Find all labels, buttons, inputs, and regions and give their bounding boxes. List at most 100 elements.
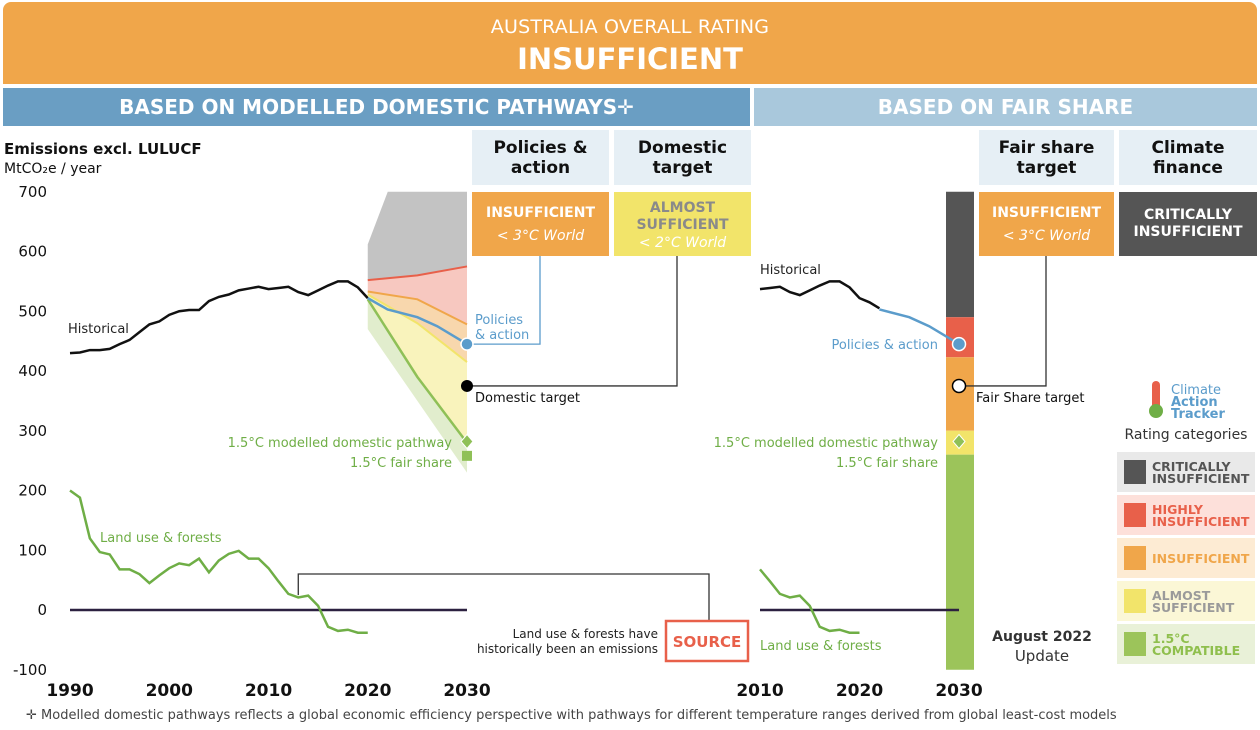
- source-box: [664, 619, 750, 663]
- legend-label: SUFFICIENT: [1152, 600, 1235, 615]
- section-fair-share: BASED ON FAIR SHARE: [754, 88, 1257, 126]
- line-land-use-left: [69, 489, 368, 634]
- column-header-fairshare: Fair share target: [979, 130, 1114, 185]
- brand-tracker: Tracker: [1171, 407, 1225, 422]
- footnote: ✛ Modelled domestic pathways reflects a …: [26, 708, 1117, 723]
- line-modelled-pathway: [366, 298, 468, 444]
- y-tick-label: 600: [18, 243, 47, 261]
- update-date: August 2022: [992, 629, 1092, 645]
- y-tick-label: 700: [18, 183, 47, 201]
- line-highly-insufficient: [367, 265, 468, 282]
- label-domestic-target: Domestic target: [475, 391, 580, 406]
- brand-action: Action: [1171, 395, 1218, 410]
- legend-label: INSUFFICIENT: [1152, 514, 1250, 529]
- thermometer-bulb-icon: [1149, 404, 1163, 418]
- marker-fair-share-left: [462, 450, 472, 461]
- label-historical-right: Historical: [760, 263, 821, 278]
- label-land-use-right: Land use & forests: [760, 639, 882, 654]
- marker-policies-right: [951, 336, 967, 352]
- x-tick-label: 2010: [245, 681, 292, 701]
- update-label: Update: [1015, 647, 1069, 665]
- label-policies-left-2: & action: [475, 328, 529, 343]
- rating-domestic-label: ALMOST SUFFICIENT: [636, 200, 729, 233]
- marker-policies-left: [460, 337, 474, 351]
- chart-ylabel: MtCO₂e / year: [4, 161, 102, 177]
- rating-policies: INSUFFICIENT < 3°C World: [472, 192, 609, 256]
- connector-fair-share: [959, 256, 1047, 387]
- y-tick-label: 400: [18, 362, 47, 380]
- x-tick-label: 2000: [146, 681, 193, 701]
- legend-label: HIGHLY: [1152, 502, 1204, 517]
- x-tick-label: 2020: [836, 681, 883, 701]
- legend-title: Rating categories: [1125, 427, 1248, 443]
- legend-label: INSUFFICIENT: [1152, 551, 1250, 566]
- y-tick-label: 200: [18, 482, 47, 500]
- legend-swatch: [1124, 460, 1146, 484]
- legend-swatch: [1124, 546, 1146, 570]
- legend-label: 1.5°C: [1152, 631, 1190, 646]
- label-modelled-pathway-left: 1.5°C modelled domestic pathway: [228, 436, 453, 451]
- marker-modelled-pathway-left: [460, 433, 474, 450]
- line-land-use-right: [759, 568, 860, 634]
- y-tick-label: 500: [18, 302, 47, 320]
- rating-finance: CRITICALLY INSUFFICIENT: [1119, 192, 1257, 256]
- column-header-finance: Climate finance: [1119, 130, 1257, 185]
- rating-fairshare-world: < 3°C World: [1002, 228, 1091, 244]
- legend-label: COMPATIBLE: [1152, 643, 1240, 658]
- fan-almost-sufficient: [367, 294, 467, 443]
- column-header-policies-label: Policies & action: [493, 137, 588, 178]
- line-historical-right: [759, 280, 881, 310]
- column-header-domestic-label: Domestic target: [637, 137, 728, 178]
- label-land-use-left: Land use & forests: [100, 531, 222, 546]
- rating-domestic-world: < 2°C World: [638, 235, 727, 251]
- connector-source: [297, 573, 710, 621]
- y-tick-label: -100: [13, 661, 47, 679]
- fan-critically-insufficient: [367, 191, 467, 281]
- line-historical-left: [69, 280, 369, 355]
- marker-domestic-target: [461, 379, 473, 392]
- label-source-note-1: Land use & forests have: [513, 627, 658, 641]
- x-tick-label: 2010: [736, 681, 783, 701]
- cat-logo: Climate Action Tracker: [1149, 381, 1225, 422]
- section-modelled-pathways: BASED ON MODELLED DOMESTIC PATHWAYS✛: [3, 88, 750, 126]
- rating-fairshare-label: INSUFFICIENT: [991, 205, 1102, 221]
- column-header-policies: Policies & action: [472, 130, 609, 185]
- column-header-finance-label: Climate finance: [1151, 137, 1225, 178]
- rating-band: [946, 191, 974, 318]
- connector-policies: [467, 256, 541, 345]
- thermometer-icon: [1152, 381, 1160, 411]
- legend-swatch: [1124, 632, 1146, 656]
- rating-fairshare: INSUFFICIENT < 3°C World: [979, 192, 1114, 256]
- rating-policies-label: INSUFFICIENT: [485, 205, 596, 221]
- label-source-note-2: historically been an emissions: [477, 642, 658, 656]
- fan-highly-insufficient: [367, 266, 467, 325]
- rating-finance-label: CRITICALLY INSUFFICIENT: [1133, 207, 1243, 240]
- x-tick-label: 2030: [443, 681, 490, 701]
- y-tick-label: 0: [37, 601, 47, 619]
- label-policies-right: Policies & action: [831, 338, 938, 353]
- line-policies-right: [879, 308, 960, 346]
- brand-climate: Climate: [1171, 383, 1221, 398]
- legend-swatch: [1124, 589, 1146, 613]
- legend-label: ALMOST: [1152, 588, 1211, 603]
- label-fair-share-target: Fair Share target: [976, 391, 1085, 406]
- overall-rating-subtitle: AUSTRALIA OVERALL RATING: [490, 16, 770, 38]
- line-policies-left: [367, 297, 468, 346]
- y-tick-label: 300: [18, 422, 47, 440]
- y-tick-label: 100: [18, 541, 47, 559]
- label-historical-left: Historical: [68, 322, 129, 337]
- rating-domestic: ALMOST SUFFICIENT < 2°C World: [614, 192, 751, 256]
- x-tick-label: 1990: [46, 681, 93, 701]
- chart-title: Emissions excl. LULUCF: [4, 140, 202, 158]
- rating-policies-world: < 3°C World: [496, 228, 585, 244]
- marker-fair-share-target: [951, 378, 967, 394]
- marker-modelled-pathway-right: [952, 433, 966, 450]
- column-header-domestic: Domestic target: [614, 130, 751, 185]
- x-tick-label: 2020: [344, 681, 391, 701]
- source-label: SOURCE: [673, 633, 742, 651]
- x-tick-label: 2030: [935, 681, 982, 701]
- legend-label: INSUFFICIENT: [1152, 471, 1250, 486]
- label-fair-share-15-left: 1.5°C fair share: [350, 456, 452, 471]
- overall-rating-banner: AUSTRALIA OVERALL RATING INSUFFICIENT: [3, 2, 1257, 84]
